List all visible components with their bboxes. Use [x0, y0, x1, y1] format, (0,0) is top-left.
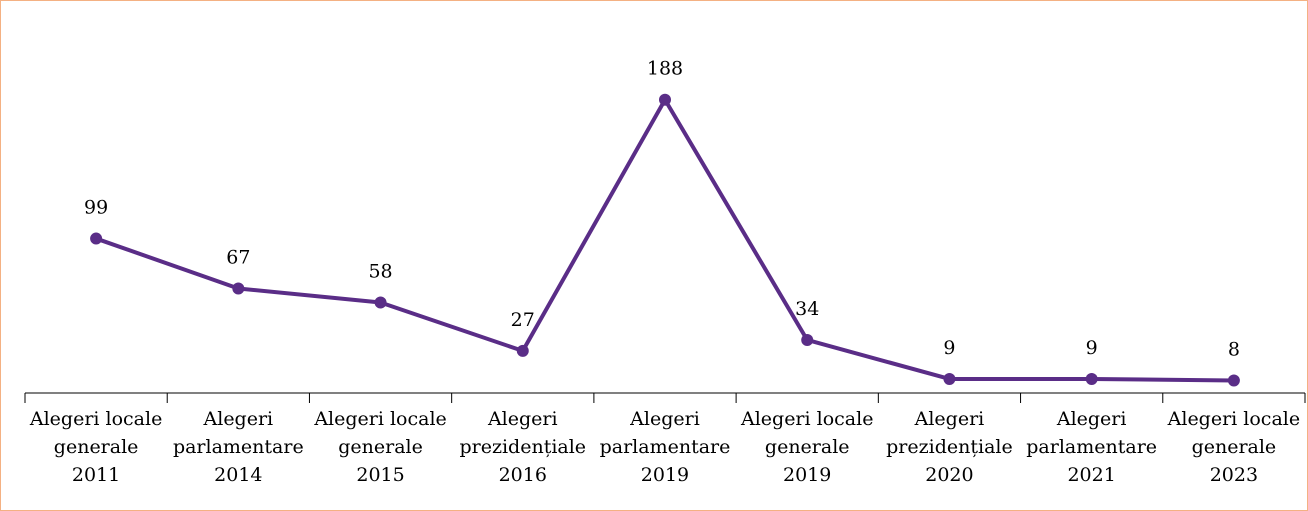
data-label: 67	[226, 246, 250, 268]
point	[1227, 374, 1240, 387]
x-tick-label: Alegeri prezidențiale 2020	[886, 408, 1013, 486]
x-tick-label: Alegeri parlamentare 2014	[172, 408, 304, 486]
data-label: 9	[943, 337, 955, 359]
data-label: 27	[511, 309, 535, 331]
point	[232, 282, 245, 295]
data-label: 34	[795, 298, 819, 320]
point	[659, 93, 671, 106]
x-tick-label: Alegeri locale generale 2019	[740, 408, 874, 486]
point	[1085, 372, 1098, 385]
point	[374, 296, 387, 309]
point	[943, 372, 956, 385]
data-label: 188	[647, 58, 683, 80]
x-tick-label: Alegeri parlamentare 2021	[1026, 408, 1158, 486]
point	[516, 344, 529, 357]
data-label: 99	[84, 197, 108, 219]
point	[801, 333, 814, 346]
x-tick-label: Alegeri prezidențiale 2016	[459, 408, 587, 486]
x-tick-label: Alegeri locale generale 2023	[1167, 408, 1301, 486]
data-label: 58	[368, 261, 392, 283]
x-tick-label: Alegeri locale generale 2011	[29, 408, 163, 486]
data-label: 9	[1086, 337, 1098, 359]
line	[95, 97, 1234, 383]
x-tick-label: Alegeri parlamentare 2019	[599, 408, 731, 486]
point	[90, 232, 103, 245]
data-label: 8	[1228, 339, 1240, 361]
x-tick-label: Alegeri locale generale 2015	[314, 408, 447, 486]
